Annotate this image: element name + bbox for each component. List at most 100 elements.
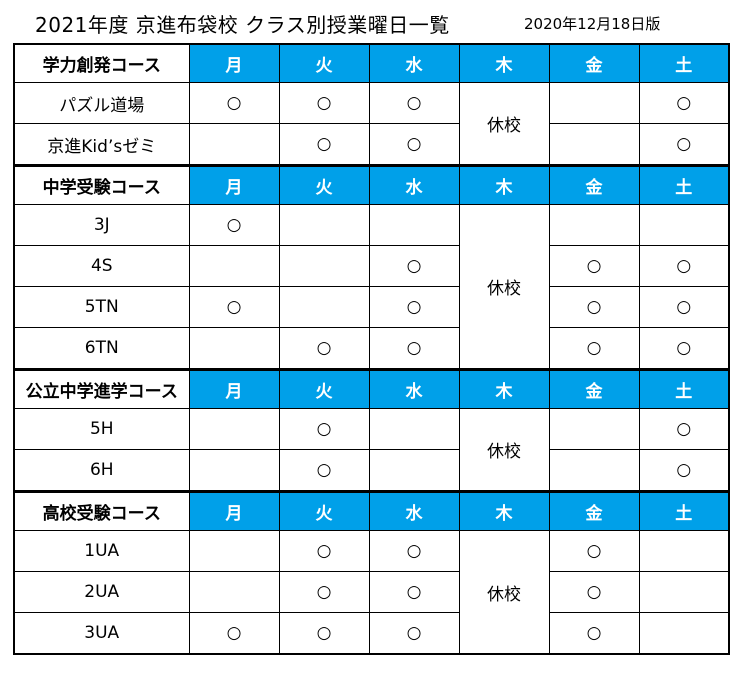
day-header: 水 <box>368 490 460 531</box>
class-name: 5TN <box>13 286 190 328</box>
schedule-cell <box>638 204 730 246</box>
schedule-cell: ○ <box>188 204 280 246</box>
table-row: 京進Kid’sゼミ ○ ○ ○ <box>13 123 730 166</box>
day-header: 木 <box>458 490 550 531</box>
day-header: 火 <box>278 164 370 205</box>
schedule-cell <box>278 204 370 246</box>
table-row: 6H ○ ○ <box>13 449 730 492</box>
edition-date: 2020年12月18日版 <box>524 15 661 33</box>
table-row: 4S ○ ○ ○ <box>13 245 730 287</box>
schedule-cell: ○ <box>368 245 460 287</box>
schedule-cell: ○ <box>548 612 640 655</box>
page-title: 2021年度 京進布袋校 クラス別授業曜日一覧 <box>35 13 450 37</box>
schedule-cell <box>188 530 280 572</box>
section-header-row: 公立中学進学コース月火水木金土 <box>13 368 730 409</box>
class-name: 6H <box>13 449 190 492</box>
day-header: 火 <box>278 490 370 531</box>
schedule-cell: ○ <box>638 286 730 328</box>
class-name: 3J <box>13 204 190 246</box>
class-name: 2UA <box>13 571 190 613</box>
schedule-cell: ○ <box>638 82 730 124</box>
class-name: 京進Kid’sゼミ <box>13 123 190 166</box>
table-row: 2UA ○ ○ ○ <box>13 571 730 613</box>
closed-cell: 休校 <box>458 530 550 655</box>
schedule-cell: ○ <box>368 82 460 124</box>
day-header: 木 <box>458 368 550 409</box>
day-header: 金 <box>548 368 640 409</box>
schedule-cell: ○ <box>278 123 370 166</box>
schedule-cell: ○ <box>638 327 730 370</box>
schedule-cell <box>548 204 640 246</box>
table-row: 6TN ○ ○ ○ ○ <box>13 327 730 370</box>
day-header: 土 <box>638 368 730 409</box>
class-name: 6TN <box>13 327 190 370</box>
day-header: 金 <box>548 43 640 83</box>
day-header: 月 <box>188 368 280 409</box>
day-header: 火 <box>278 368 370 409</box>
table-row: 3UA ○ ○ ○ ○ <box>13 612 730 655</box>
schedule-cell: ○ <box>278 571 370 613</box>
schedule-cell <box>548 82 640 124</box>
day-header: 土 <box>638 164 730 205</box>
schedule-cell: ○ <box>638 245 730 287</box>
course-name: 高校受験コース <box>13 490 190 531</box>
schedule-cell: ○ <box>368 612 460 655</box>
closed-cell: 休校 <box>458 82 550 166</box>
day-header: 水 <box>368 43 460 83</box>
schedule-cell: ○ <box>638 123 730 166</box>
schedule-cell <box>368 204 460 246</box>
course-name: 学力創発コース <box>13 43 190 83</box>
schedule-body: 学力創発コース月火水木金土パズル道場 ○ ○ ○ 休校 ○ 京進Kid’sゼミ ○ ○ ○ 中学受験… <box>13 43 730 655</box>
section-header-row: 中学受験コース月火水木金土 <box>13 164 730 205</box>
class-name: 1UA <box>13 530 190 572</box>
schedule-cell: ○ <box>368 123 460 166</box>
day-header: 土 <box>638 490 730 531</box>
schedule-cell <box>278 245 370 287</box>
day-header: 金 <box>548 490 640 531</box>
class-name: パズル道場 <box>13 82 190 124</box>
day-header: 水 <box>368 368 460 409</box>
schedule-cell: ○ <box>548 286 640 328</box>
schedule-cell <box>368 449 460 492</box>
schedule-cell: ○ <box>278 327 370 370</box>
day-header: 水 <box>368 164 460 205</box>
schedule-cell: ○ <box>278 530 370 572</box>
schedule-cell: ○ <box>188 82 280 124</box>
schedule-cell <box>188 327 280 370</box>
table-row: 3J ○ 休校 <box>13 204 730 370</box>
class-name: 3UA <box>13 612 190 655</box>
day-header: 金 <box>548 164 640 205</box>
day-header: 月 <box>188 43 280 83</box>
table-row: 5TN ○ ○ ○ ○ <box>13 286 730 328</box>
class-name: 4S <box>13 245 190 287</box>
schedule-cell <box>638 571 730 613</box>
schedule-cell <box>548 449 640 492</box>
schedule-cell <box>278 286 370 328</box>
schedule-cell: ○ <box>548 530 640 572</box>
schedule-cell: ○ <box>638 449 730 492</box>
day-header: 月 <box>188 490 280 531</box>
schedule-cell <box>188 571 280 613</box>
title-bar: 2021年度 京進布袋校 クラス別授業曜日一覧 2020年12月18日版 <box>0 0 737 40</box>
schedule-cell: ○ <box>188 612 280 655</box>
schedule-cell: ○ <box>548 245 640 287</box>
day-header: 木 <box>458 164 550 205</box>
day-header: 月 <box>188 164 280 205</box>
schedule-cell <box>188 245 280 287</box>
schedule-cell: ○ <box>638 408 730 450</box>
course-name: 中学受験コース <box>13 164 190 205</box>
class-name: 5H <box>13 408 190 450</box>
schedule-cell: ○ <box>368 286 460 328</box>
schedule-cell: ○ <box>278 408 370 450</box>
day-header: 木 <box>458 43 550 83</box>
table-row: 5H ○ 休校 ○ <box>13 408 730 492</box>
schedule-cell: ○ <box>278 612 370 655</box>
day-header: 火 <box>278 43 370 83</box>
schedule-cell <box>188 408 280 450</box>
closed-cell: 休校 <box>458 204 550 370</box>
schedule-cell: ○ <box>188 286 280 328</box>
schedule-cell: ○ <box>368 530 460 572</box>
schedule-cell: ○ <box>548 327 640 370</box>
schedule-cell <box>368 408 460 450</box>
schedule-cell <box>188 449 280 492</box>
